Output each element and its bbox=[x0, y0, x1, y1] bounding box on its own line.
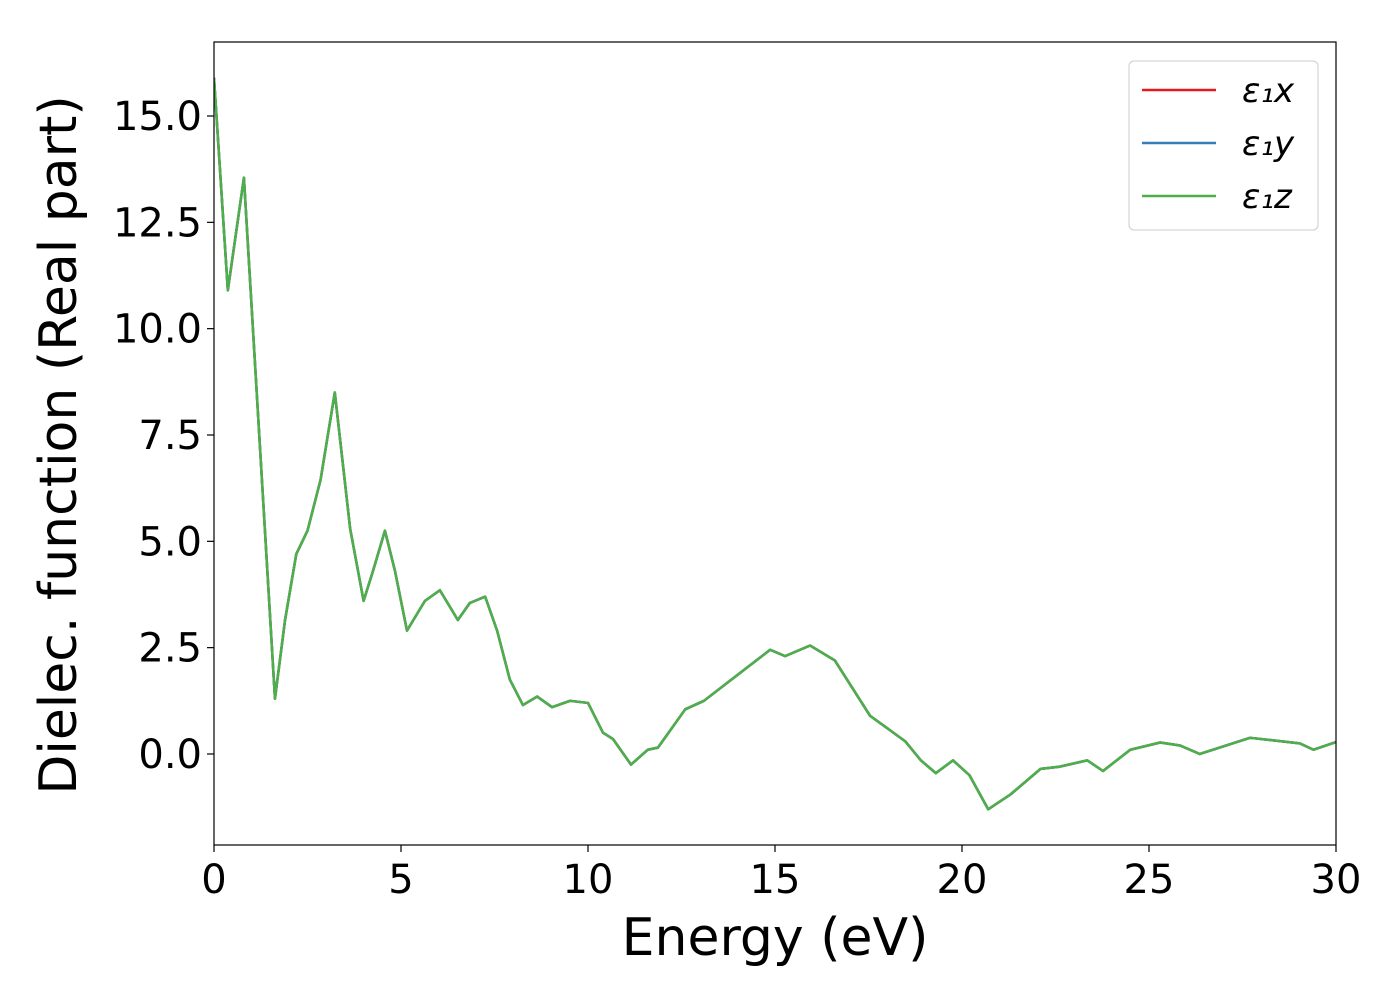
y-axis-label: Dielec. function (Real part) bbox=[29, 95, 89, 794]
x-tick-label: 15 bbox=[750, 857, 801, 903]
data-line bbox=[214, 77, 1336, 811]
x-tick-label: 10 bbox=[563, 857, 614, 903]
y-tick-label: 12.5 bbox=[113, 200, 202, 246]
legend-box bbox=[1128, 60, 1319, 231]
y-tick-label: 5.0 bbox=[138, 519, 202, 565]
y-tick-label: 10.0 bbox=[113, 307, 202, 353]
y-tick-label: 7.5 bbox=[138, 413, 202, 459]
x-tick-label: 5 bbox=[388, 857, 413, 903]
x-tick-label: 30 bbox=[1311, 857, 1362, 903]
y-tick-label: 0.0 bbox=[138, 732, 202, 778]
x-tick-label: 25 bbox=[1124, 857, 1175, 903]
y-tick-label: 15.0 bbox=[113, 94, 202, 140]
x-tick-label: 20 bbox=[937, 857, 988, 903]
legend-label: ε₁y bbox=[1242, 124, 1295, 164]
x-axis-label: Energy (eV) bbox=[622, 908, 929, 968]
y-tick-label: 2.5 bbox=[138, 626, 202, 672]
legend-label: ε₁x bbox=[1242, 71, 1295, 111]
plot-frame bbox=[213, 41, 1337, 846]
legend-label: ε₁z bbox=[1242, 177, 1293, 217]
x-tick-label: 0 bbox=[201, 857, 226, 903]
